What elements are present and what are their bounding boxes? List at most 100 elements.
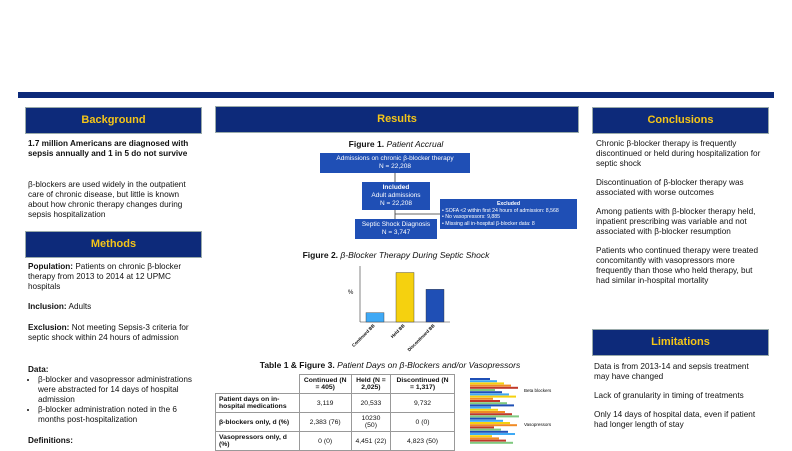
line: • Missing all in-hospital β-blocker data… [442, 220, 535, 227]
heat-stripe [470, 417, 496, 420]
bullet: β-blocker administration noted in the 6 … [38, 405, 200, 425]
text: Not meeting Sepsis-3 criteria for septic… [28, 323, 189, 342]
paragraph: Chronic β-blocker therapy is frequently … [596, 139, 761, 168]
table-row: Patient days on in-hospital medications 3… [215, 393, 455, 413]
cell: 4,451 (22) [350, 431, 392, 451]
header-cell: Continued (N = 405) [298, 374, 352, 394]
cell: 2,383 (76) [298, 412, 352, 432]
banner-bar [18, 92, 774, 98]
item: Inclusion: Adults [28, 302, 200, 312]
heading: Conclusions [592, 107, 769, 134]
heat-stripe [470, 397, 493, 400]
line: N = 3,747 [381, 229, 411, 236]
paragraph: Data is from 2013-14 and sepsis treatmen… [594, 362, 749, 381]
table-row: Continued (N = 405) Held (N = 2,025) Disco… [216, 374, 455, 394]
heading: Methods [25, 231, 202, 258]
chart: % Continued BB Held BB Discontinued BB [348, 266, 450, 352]
figure-title: Table 1 & Figure 3. Patient Days on β-Bl… [215, 360, 565, 370]
figure-title: Figure 2. β-Blocker Therapy During Septi… [215, 250, 577, 260]
cell: 9,732 [390, 393, 455, 413]
cell: 0 (0) [390, 412, 455, 432]
figure-caption: β-Blocker Therapy During Septic Shock [340, 250, 490, 260]
table-row: Vasopressors only, d (%) 0 (0) 4,451 (22) 4… [215, 431, 455, 451]
heat-stripe [470, 378, 490, 380]
figure-number: Figure 1. [348, 139, 385, 149]
cell: 3,119 [298, 393, 352, 413]
heat-stripe [470, 435, 492, 438]
x-tick-label: Discontinued BB [407, 323, 437, 352]
cell: 4,823 (50) [390, 431, 455, 451]
heat-stripe [470, 408, 498, 411]
header-cell: Held (N = 2,025) [350, 374, 392, 394]
heat-stripe [470, 393, 509, 396]
heat-stripe [470, 441, 513, 444]
heat-stripe [470, 406, 491, 409]
paragraphs: Chronic β-blocker therapy is frequently … [596, 139, 766, 295]
heat-stripe [470, 415, 519, 418]
flow-box: Septic Shock Diagnosis N = 3,747 [355, 219, 437, 239]
exclusion-box: Excluded • SOFA <2 within first 24 hours… [440, 199, 577, 229]
label: Exclusion: [28, 323, 70, 332]
heat-stripe [470, 433, 515, 435]
paragraph: Lack of granularity in timing of treatme… [594, 391, 744, 400]
x-tick-label: Held BB [390, 323, 406, 339]
heat-stripe [470, 402, 507, 405]
heat-stripe [470, 428, 501, 431]
bullet: β-blocker and vasopressor administration… [38, 375, 200, 405]
figure-caption: Patient Accrual [386, 139, 444, 149]
heat-stripe [470, 395, 516, 398]
header-cell: Discontinued (N = 1,317) [390, 374, 455, 394]
cell: β-blockers only, d (%) [215, 412, 300, 432]
line: Septic Shock Diagnosis [361, 221, 431, 228]
line: Admissions on chronic β-blocker therapy [336, 155, 454, 162]
text: Missing all in-hospital β-blocker data: … [445, 220, 535, 227]
heat-stripe [470, 419, 503, 422]
label: Inclusion: [28, 302, 67, 311]
heat-stripe [470, 439, 506, 442]
heat-stripe [470, 413, 512, 416]
line: Adult admissions [371, 192, 421, 199]
cell: 10230 (50) [350, 412, 392, 432]
flow-box: Admissions on chronic β-blocker therapy N… [320, 153, 470, 173]
cell: Patient days on in-hospital medications [215, 393, 300, 413]
cell: Vasopressors only, d (%) [215, 431, 300, 451]
heading: Background [25, 107, 202, 134]
heat-stripe [470, 384, 511, 387]
heat-stripe [470, 391, 502, 394]
text: Patients on chronic β-blocker therapy fr… [28, 262, 182, 291]
heat-stripe [470, 400, 500, 402]
heat-stripe [470, 380, 497, 383]
cell [216, 375, 300, 394]
paragraph: β-blockers are used widely in the outpat… [28, 180, 186, 219]
heat-stripe [470, 426, 494, 429]
flow-arrows [394, 172, 440, 219]
table-row: β-blockers only, d (%) 2,383 (76) 10230 (5… [215, 412, 455, 432]
bar [395, 272, 415, 323]
bar [365, 312, 385, 323]
text: Adults [68, 302, 92, 311]
heat-stripe [470, 382, 504, 385]
text: SOFA <2 within first 24 hours of admissi… [445, 207, 559, 214]
cell: 20,533 [350, 393, 392, 413]
heat-stripe [470, 430, 508, 433]
heat-stripe [470, 389, 495, 391]
y-axis-label: % [348, 290, 354, 296]
item: Exclusion: Not meeting Sepsis-3 criteria… [28, 323, 200, 343]
paragraph: Among patients with β-blocker therapy he… [596, 207, 756, 236]
flow-box: Included Adult admissions N = 22,208 [362, 182, 430, 210]
bar [425, 289, 445, 323]
heat-stripe [470, 424, 517, 427]
paragraph: Patients who continued therapy were trea… [596, 246, 759, 285]
label: Definitions: [28, 436, 74, 445]
item: Data: β-blocker and vasopressor administ… [28, 365, 200, 425]
line: Excluded [496, 201, 521, 207]
paragraphs: Data is from 2013-14 and sepsis treatmen… [594, 362, 766, 439]
heat-label: Beta blockers [524, 388, 552, 393]
figure-number: Table 1 & Figure 3. [259, 360, 335, 370]
heatmap: Beta blockers Vasopressors [470, 378, 552, 444]
figure-title: Figure 1. Patient Accrual [215, 139, 577, 149]
figure-caption: Patient Days on β-Blockers and/or Vasopr… [337, 360, 521, 370]
heading: Limitations [592, 329, 769, 356]
heat-label: Vasopressors [524, 422, 552, 427]
